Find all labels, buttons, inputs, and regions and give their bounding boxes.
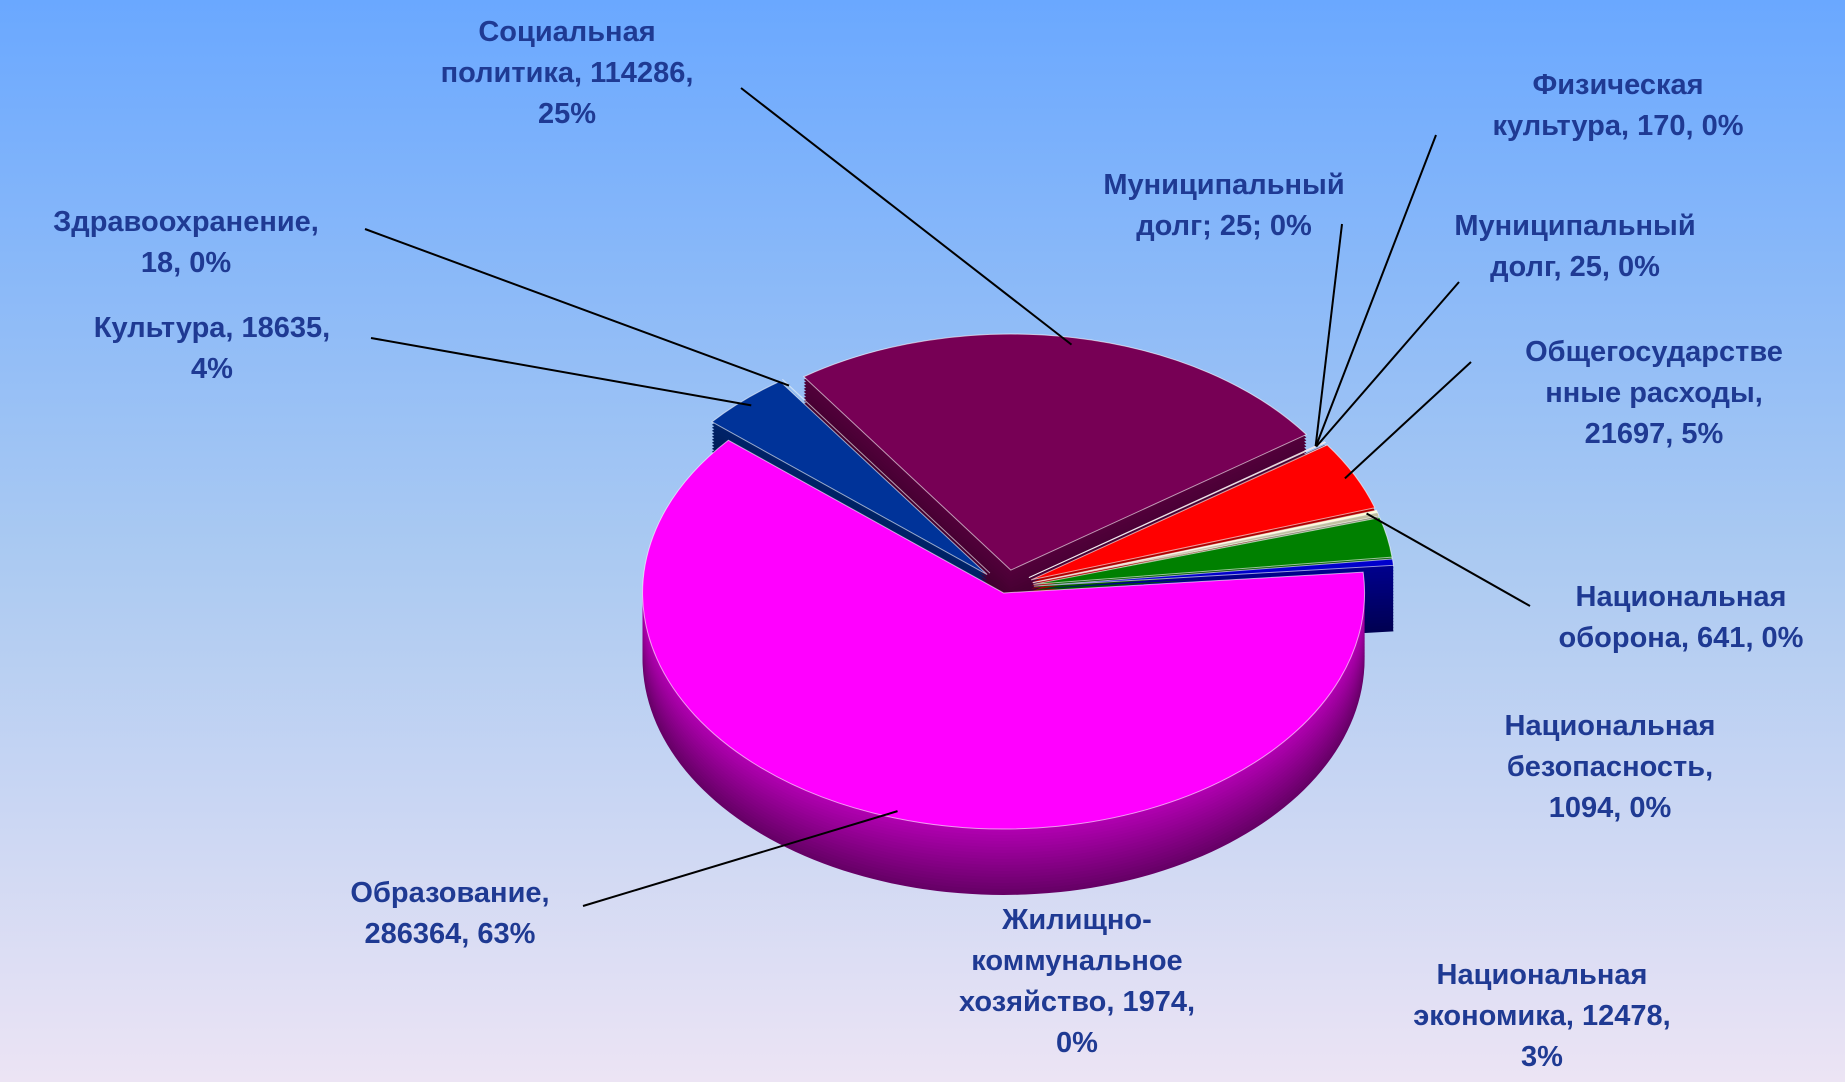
leader-line xyxy=(1314,223,1343,447)
slice xyxy=(802,333,1308,571)
leader-line xyxy=(370,337,752,407)
slice xyxy=(1033,558,1395,587)
data-label: Здравоохранение, 18, 0% xyxy=(53,206,319,279)
data-label: Национальная оборона, 641, 0% xyxy=(1558,581,1804,654)
leader-line xyxy=(1314,134,1437,447)
slice-side xyxy=(1028,445,1325,581)
data-label: Муниципальный долг; 25; 0% xyxy=(1103,169,1345,242)
data-label: Общегосударстве нные расходы, 21697, 5% xyxy=(1525,336,1783,450)
slice xyxy=(1028,441,1326,579)
slice xyxy=(1030,444,1376,581)
data-label: Национальная экономика, 12478, 3% xyxy=(1413,959,1671,1073)
data-label: Культура, 18635, 4% xyxy=(93,312,331,385)
slice-side xyxy=(782,382,990,577)
data-label: Физическая культура, 170, 0% xyxy=(1492,69,1744,142)
leader-line xyxy=(1315,281,1460,448)
slice xyxy=(1032,511,1380,584)
data-label: Образование, 286364, 63% xyxy=(350,877,550,950)
leader-line xyxy=(1366,512,1531,607)
data-label: Муниципальный долг, 25, 0% xyxy=(1454,210,1696,283)
leader-line xyxy=(582,810,898,907)
data-label: Жилищно- коммунальное хозяйство, 1974, 0… xyxy=(958,904,1196,1059)
data-label: Национальная безопасность, 1094, 0% xyxy=(1504,710,1716,824)
data-label: Социальная политика, 114286, 25% xyxy=(440,16,694,130)
leader-line xyxy=(364,228,790,387)
leader-line xyxy=(740,87,1073,346)
slice xyxy=(642,439,1366,830)
leader-line xyxy=(1344,361,1472,480)
slice xyxy=(1033,517,1393,585)
slice xyxy=(781,379,991,574)
